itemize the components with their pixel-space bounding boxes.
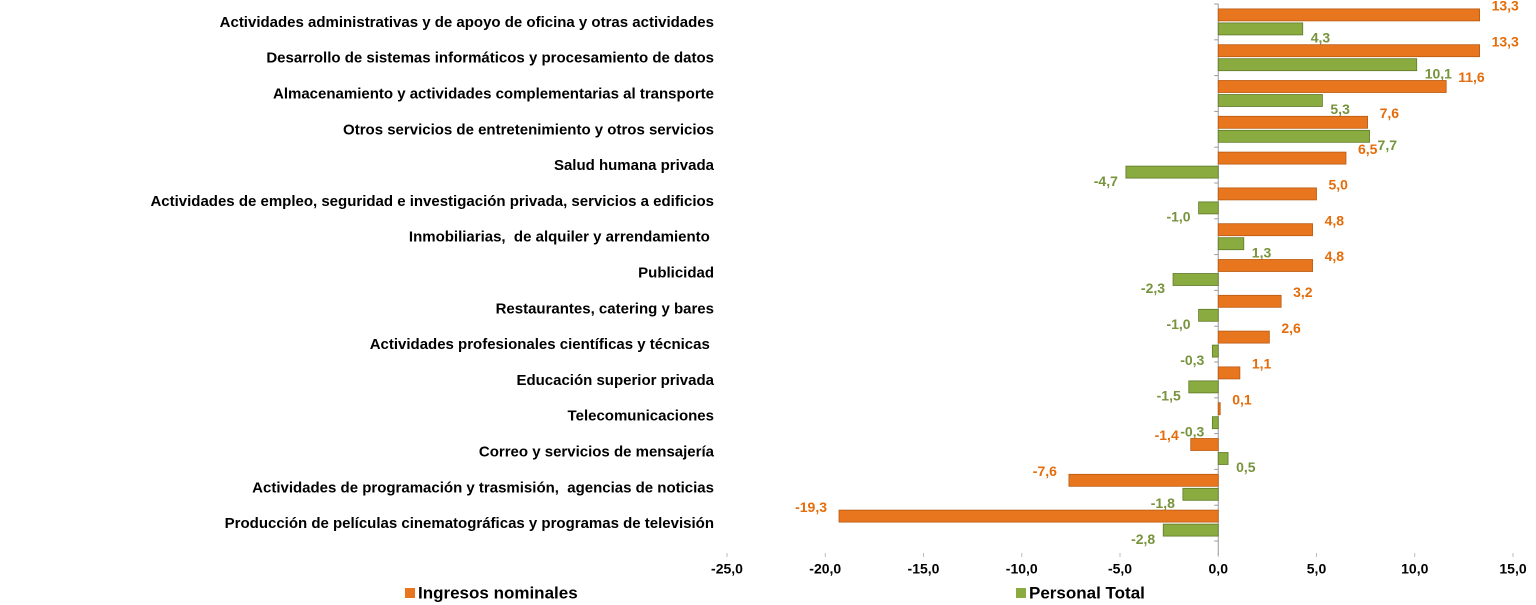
category-label: Actividades de empleo, seguridad e inves…: [150, 193, 714, 210]
category-label: Desarrollo de sistemas informáticos y pr…: [266, 50, 714, 67]
x-tick-label: 15,0: [1499, 561, 1526, 577]
bar: [1217, 294, 1282, 308]
value-label: 13,3: [1492, 33, 1519, 49]
value-label: 4,8: [1325, 212, 1345, 228]
legend-label: Ingresos nominales: [418, 583, 578, 602]
value-label: -2,3: [1141, 280, 1165, 296]
value-label: 7,6: [1380, 105, 1400, 121]
bar: [1217, 8, 1480, 22]
legend-swatch: [405, 588, 415, 598]
x-tick-label: -20,0: [809, 561, 841, 577]
value-label: 4,3: [1311, 30, 1331, 46]
bar: [1190, 438, 1219, 451]
x-tick-label: -10,0: [1006, 561, 1038, 577]
x-tick-label: -15,0: [908, 561, 940, 577]
bar: [1198, 201, 1219, 215]
bar: [1182, 487, 1219, 501]
category-label: Telecomunicaciones: [568, 408, 714, 425]
bar: [1217, 402, 1221, 416]
bar: [1198, 308, 1219, 322]
value-label: 7,7: [1378, 137, 1398, 153]
bar: [1217, 366, 1241, 380]
category-label: Otros servicios de entretenimiento y otr…: [343, 121, 714, 138]
bar: [1217, 151, 1347, 165]
bar: [1188, 380, 1219, 394]
bar: [1125, 165, 1219, 179]
category-label: Salud humana privada: [554, 157, 715, 174]
bar: [1217, 80, 1447, 93]
bar: [1217, 187, 1317, 201]
bar: [1211, 344, 1219, 358]
bar: [1217, 330, 1270, 344]
bar: [1162, 523, 1219, 537]
value-label: -1,0: [1166, 209, 1190, 225]
value-label: -7,6: [1033, 463, 1057, 479]
bar: [1217, 22, 1304, 36]
value-label: 6,5: [1358, 141, 1378, 157]
value-label: -0,3: [1180, 352, 1204, 368]
value-label: 10,1: [1425, 65, 1452, 81]
value-label: 13,3: [1492, 0, 1519, 14]
bar: [1217, 115, 1368, 129]
x-tick-label: 0,0: [1209, 561, 1229, 577]
value-label: 11,6: [1458, 69, 1485, 85]
category-label: Actividades de programación y trasmisión…: [252, 479, 714, 496]
value-label: -0,3: [1180, 423, 1204, 439]
bar: [1217, 58, 1418, 72]
value-label: -1,8: [1151, 495, 1175, 511]
category-label: Educación superior privada: [516, 372, 714, 389]
x-tick-label: -25,0: [711, 561, 743, 577]
bar: [1172, 273, 1219, 286]
category-label: Producción de películas cinematográficas…: [225, 515, 714, 532]
x-tick-label: -5,0: [1108, 561, 1132, 577]
category-label: Almacenamiento y actividades complementa…: [273, 85, 714, 102]
category-label: Publicidad: [638, 264, 714, 281]
value-label: -1,0: [1166, 316, 1190, 332]
x-tick-label: 10,0: [1401, 561, 1428, 577]
bar: [838, 509, 1219, 523]
value-label: 0,5: [1236, 459, 1256, 475]
value-label: -1,5: [1157, 388, 1181, 404]
value-label: -4,7: [1094, 173, 1118, 189]
value-label: 2,6: [1281, 320, 1301, 336]
category-label: Correo y servicios de mensajería: [479, 443, 715, 460]
bar: [1217, 44, 1480, 58]
value-label: 5,0: [1329, 177, 1349, 193]
bar: [1217, 237, 1245, 251]
category-label: Actividades profesionales científicas y …: [370, 336, 714, 353]
value-label: -2,8: [1131, 531, 1155, 547]
bar: [1217, 259, 1313, 272]
category-label: Restaurantes, catering y bares: [496, 300, 714, 317]
bar: [1217, 452, 1229, 465]
legend-label: Personal Total: [1029, 583, 1145, 602]
value-label: 4,8: [1325, 248, 1345, 264]
value-label: -19,3: [795, 499, 827, 515]
x-tick-label: 5,0: [1307, 561, 1327, 577]
category-label: Inmobiliarias, de alquiler y arrendamien…: [409, 229, 714, 246]
legend-swatch: [1016, 588, 1026, 598]
bar: [1068, 473, 1219, 487]
value-label: 0,1: [1232, 391, 1252, 407]
category-label: Actividades administrativas y de apoyo d…: [220, 14, 714, 31]
value-label: 1,1: [1252, 356, 1272, 372]
bar: [1217, 129, 1370, 143]
bar: [1217, 223, 1313, 237]
value-label: -1,4: [1155, 427, 1179, 443]
bar: [1211, 416, 1219, 430]
bar: [1217, 94, 1323, 107]
value-label: 5,3: [1330, 101, 1350, 117]
value-label: 1,3: [1252, 244, 1272, 260]
value-label: 3,2: [1293, 284, 1313, 300]
